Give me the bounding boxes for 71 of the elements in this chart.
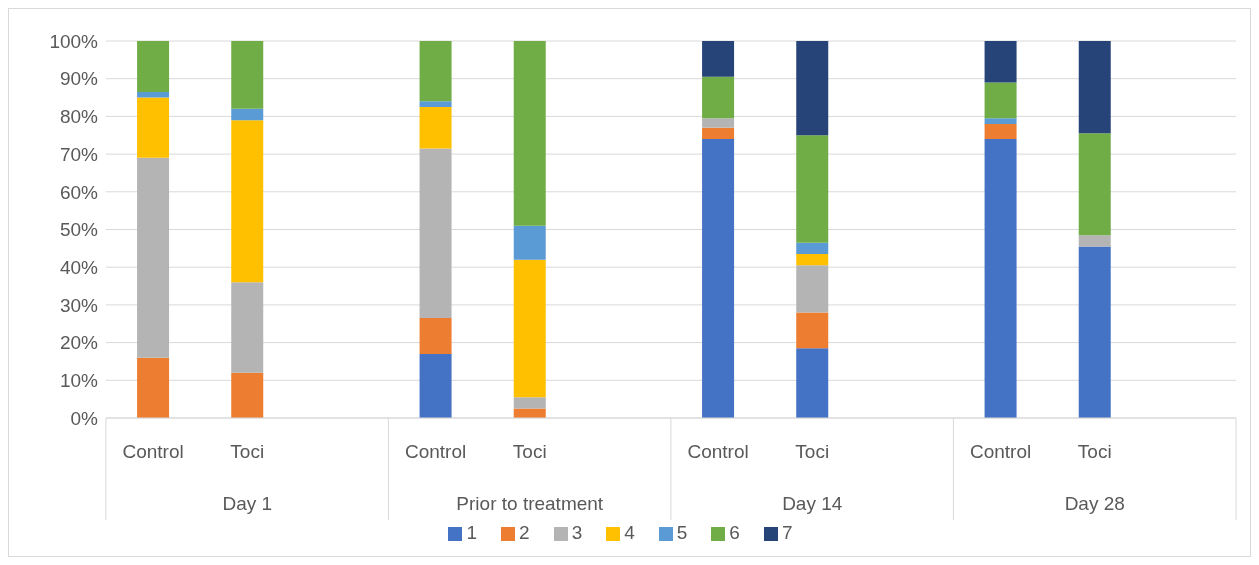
bar bbox=[984, 41, 1017, 83]
y-tick-label: 80% bbox=[59, 106, 99, 128]
bar bbox=[1078, 246, 1111, 418]
x-tick-label: Toci bbox=[230, 441, 265, 462]
bar bbox=[702, 41, 735, 77]
bar bbox=[984, 139, 1017, 418]
bar bbox=[796, 348, 829, 418]
x-tick-label: Control bbox=[687, 441, 749, 462]
bar bbox=[796, 41, 829, 136]
bar bbox=[702, 139, 735, 418]
legend-label: 5 bbox=[676, 522, 688, 543]
bar bbox=[137, 357, 170, 418]
bar bbox=[137, 97, 170, 158]
bar bbox=[984, 118, 1017, 124]
y-tick-label: 70% bbox=[59, 143, 99, 165]
legend-label: 7 bbox=[781, 522, 793, 543]
bar bbox=[702, 76, 735, 119]
bar bbox=[513, 225, 546, 260]
y-tick-label: 90% bbox=[59, 68, 99, 90]
y-tick-label: 20% bbox=[59, 332, 99, 354]
bar bbox=[796, 135, 829, 243]
legend-label: 2 bbox=[519, 522, 530, 543]
bar bbox=[231, 120, 264, 283]
bar bbox=[231, 41, 264, 109]
bar bbox=[137, 41, 170, 92]
y-tick-label: 30% bbox=[59, 294, 99, 316]
x-tick-label: Toci bbox=[795, 441, 830, 462]
text: Prior to treatment bbox=[456, 493, 604, 514]
bar bbox=[231, 372, 264, 418]
bar bbox=[1078, 41, 1111, 134]
y-tick-label: 0% bbox=[70, 407, 99, 429]
legend-label: 1 bbox=[466, 522, 478, 543]
bar bbox=[984, 82, 1017, 119]
bar bbox=[513, 259, 546, 398]
bar bbox=[702, 118, 735, 128]
bar bbox=[419, 106, 452, 149]
y-tick-label: 40% bbox=[59, 256, 99, 278]
bar bbox=[231, 108, 264, 121]
bar bbox=[984, 123, 1017, 140]
bar bbox=[419, 318, 452, 354]
bar bbox=[796, 254, 829, 266]
bar bbox=[419, 148, 452, 319]
bar bbox=[796, 242, 829, 255]
y-tick-label: 10% bbox=[59, 370, 99, 392]
bar bbox=[1078, 235, 1111, 247]
bar bbox=[419, 41, 452, 102]
bar bbox=[513, 41, 546, 226]
bar bbox=[513, 397, 546, 409]
bar bbox=[231, 282, 264, 373]
bar bbox=[419, 101, 452, 107]
y-tick-label: 60% bbox=[59, 181, 99, 203]
x-tick-label: Control bbox=[122, 441, 184, 462]
legend-label: 6 bbox=[729, 522, 740, 543]
legend-label: 3 bbox=[571, 522, 583, 543]
bar bbox=[702, 127, 735, 140]
y-tick-label: 100% bbox=[49, 30, 99, 52]
bar bbox=[796, 265, 829, 313]
bar bbox=[1078, 133, 1111, 236]
text: Day 1 bbox=[222, 493, 273, 514]
bar bbox=[137, 157, 170, 358]
text: Day 14 bbox=[782, 493, 843, 514]
legend-label: 4 bbox=[624, 522, 635, 543]
text: Day 28 bbox=[1064, 493, 1125, 514]
y-tick-label: 50% bbox=[59, 219, 99, 241]
x-tick-label: Toci bbox=[1077, 441, 1112, 462]
bar bbox=[419, 353, 452, 418]
x-tick-label: Control bbox=[404, 441, 467, 462]
bar bbox=[796, 312, 829, 349]
x-tick-label: Control bbox=[969, 441, 1032, 462]
x-tick-label: Toci bbox=[512, 441, 547, 462]
bar bbox=[137, 91, 170, 98]
